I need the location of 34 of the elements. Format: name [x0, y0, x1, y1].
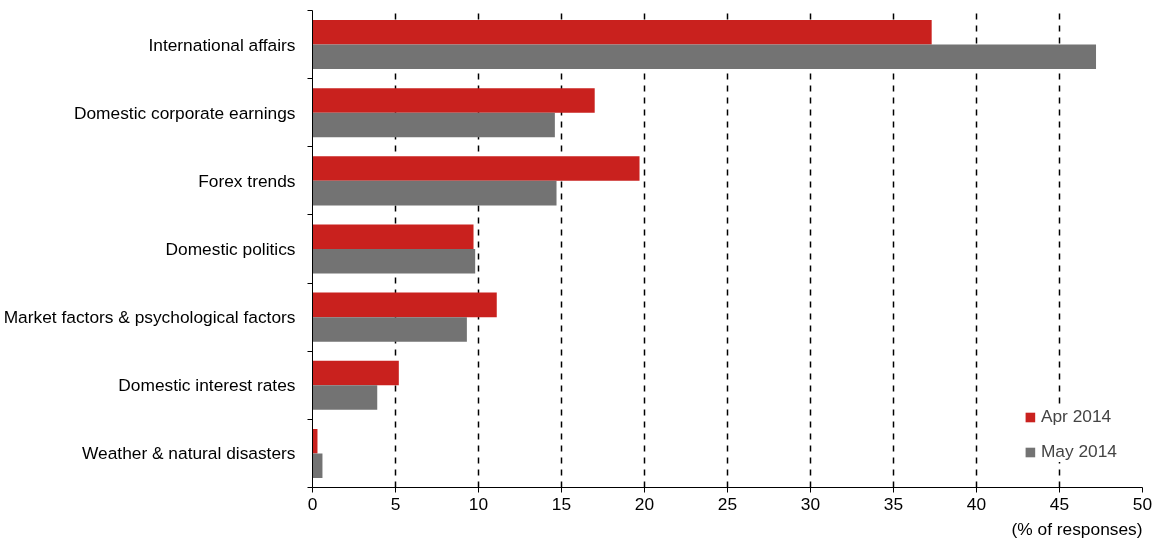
- x-tick-label: 15: [551, 493, 572, 514]
- x-tick-label: 20: [634, 493, 655, 514]
- x-tick-label: 10: [468, 493, 489, 514]
- y-tick-label: Domestic politics: [165, 239, 296, 259]
- bar: [312, 44, 1097, 70]
- bar: [312, 292, 497, 318]
- y-tick-label: Domestic interest rates: [118, 375, 296, 396]
- x-tick-label: 45: [1049, 493, 1070, 514]
- bar: [312, 453, 323, 478]
- bar: [312, 112, 555, 138]
- bar: [312, 317, 467, 342]
- y-tick-label: Weather & natural disasters: [82, 443, 296, 464]
- x-tick-label: 30: [800, 493, 821, 514]
- bar: [312, 224, 474, 249]
- x-tick-label: 5: [390, 493, 401, 514]
- bar: [312, 249, 476, 274]
- text: (% of responses): [1011, 518, 1143, 539]
- y-tick-label: Forex trends: [198, 170, 296, 191]
- x-tick-label: 25: [717, 493, 738, 514]
- y-tick-label: Market factors & psychological factors: [3, 307, 296, 328]
- x-tick-label: 40: [966, 493, 987, 514]
- bar: [312, 88, 595, 113]
- bar: [312, 180, 557, 206]
- bar: [312, 385, 378, 410]
- legend-label: May 2014: [1040, 441, 1117, 462]
- bar: [312, 156, 640, 181]
- y-tick-label: Domestic corporate earnings: [73, 102, 296, 123]
- bar: [312, 360, 399, 386]
- x-tick-label: 0: [307, 493, 318, 514]
- legend-label: Apr 2014: [1040, 406, 1112, 427]
- bar: [312, 20, 932, 45]
- y-tick-label: International affairs: [148, 34, 296, 55]
- x-tick-label: 50: [1132, 493, 1153, 514]
- x-tick-label: 35: [883, 493, 904, 514]
